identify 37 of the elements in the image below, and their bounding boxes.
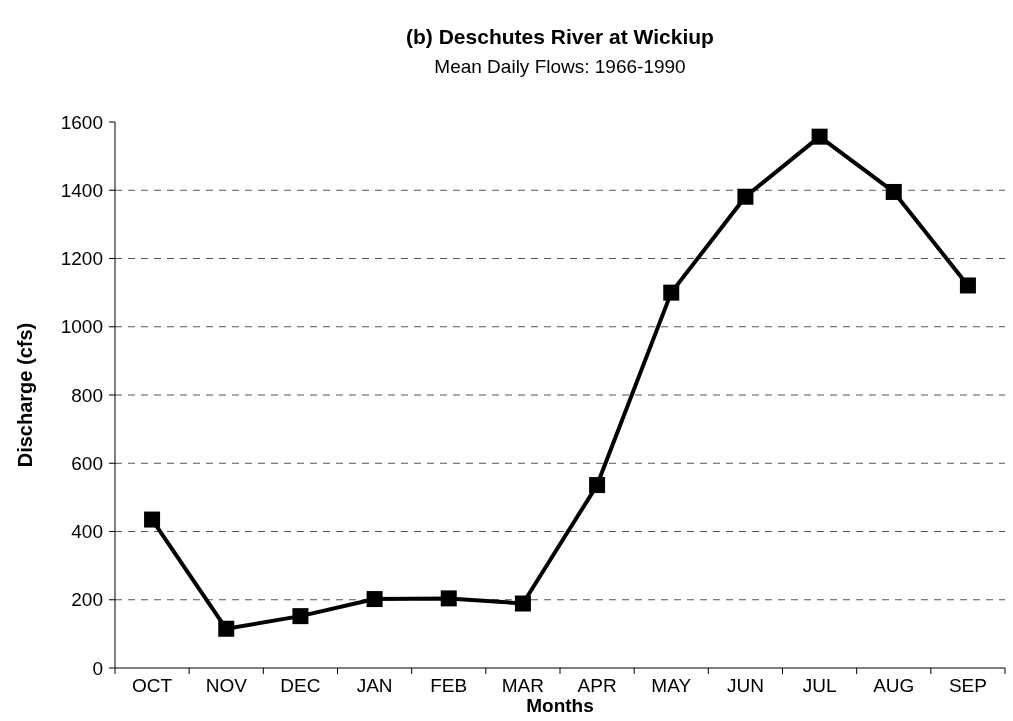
y-tick-label: 1400 (60, 179, 103, 201)
point (514, 595, 531, 612)
y-tick-label: 400 (71, 521, 103, 543)
point (663, 284, 680, 301)
y-tick-label: 200 (71, 589, 103, 611)
x-tick-label: OCT (132, 675, 173, 696)
x-tick-label: JUL (802, 675, 837, 696)
x-tick-label: APR (577, 675, 617, 696)
x-tick-label: DEC (280, 675, 321, 696)
x-tick-label: AUG (873, 675, 915, 696)
x-tick-label: JUN (726, 675, 764, 696)
point (885, 183, 902, 200)
x-tick-label: NOV (205, 675, 248, 696)
chart-title: (b) Deschutes River at Wickiup (406, 25, 714, 48)
point (440, 590, 457, 607)
point (737, 188, 754, 205)
x-tick-label: MAY (651, 675, 692, 696)
y-tick-label: 1600 (60, 111, 103, 133)
y-tick-label: 600 (71, 452, 103, 474)
y-axis-title: Discharge (cfs) (14, 322, 36, 468)
x-tick-label: JAN (356, 675, 393, 696)
point (811, 128, 828, 145)
x-tick-label: SEP (948, 675, 987, 696)
point (589, 477, 606, 494)
y-tick-label: 0 (92, 657, 103, 679)
y-tick-label: 800 (71, 384, 103, 406)
x-tick-label: MAR (501, 675, 545, 696)
y-tick-label: 1000 (60, 316, 103, 338)
chart-subtitle: Mean Daily Flows: 1966-1990 (434, 56, 686, 77)
point (218, 620, 235, 637)
point (959, 277, 976, 294)
x-tick-label: FEB (430, 675, 468, 696)
y-tick-label: 1200 (60, 248, 103, 270)
x-axis-title: Months (526, 695, 594, 716)
point (366, 591, 383, 608)
point (292, 608, 309, 625)
point (144, 511, 161, 528)
